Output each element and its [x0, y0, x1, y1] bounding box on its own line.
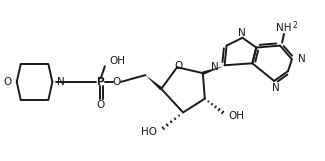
Text: N: N [272, 83, 280, 93]
Polygon shape [202, 66, 224, 75]
Text: OH: OH [228, 111, 245, 121]
Text: N: N [211, 62, 219, 72]
Text: O: O [174, 61, 182, 71]
Text: OH: OH [110, 56, 126, 66]
Text: 2: 2 [293, 21, 298, 30]
Text: O: O [112, 77, 121, 87]
Polygon shape [145, 75, 162, 90]
Text: P: P [97, 77, 105, 87]
Text: N: N [57, 77, 65, 87]
Text: N: N [238, 28, 245, 38]
Text: HO: HO [141, 127, 157, 137]
Text: O: O [97, 99, 105, 110]
Text: NH: NH [276, 23, 292, 33]
Text: O: O [4, 77, 12, 87]
Text: N: N [298, 54, 306, 64]
